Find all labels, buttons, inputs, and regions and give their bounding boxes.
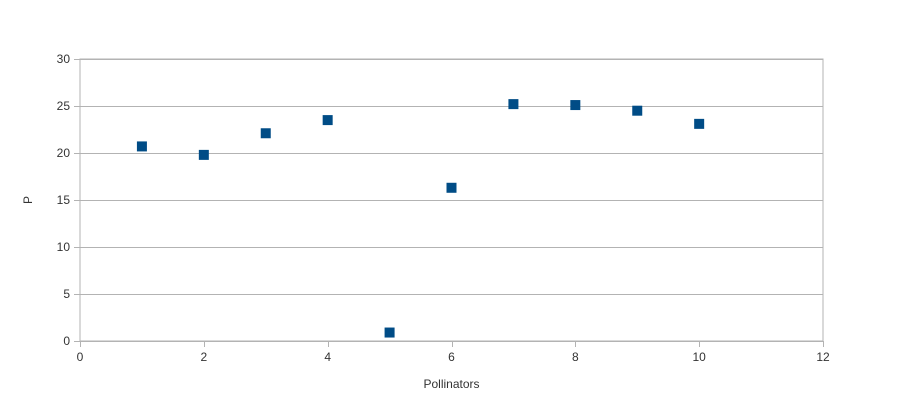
x-tick-label: 10 [692, 350, 706, 364]
y-tick-label: 15 [57, 193, 71, 207]
x-tick-label: 0 [77, 350, 84, 364]
y-tick-label: 10 [57, 240, 71, 254]
data-point [570, 100, 581, 111]
y-tick-label: 5 [63, 287, 70, 301]
y-axis-title: P [21, 196, 35, 204]
data-points [136, 99, 705, 338]
y-tick-label: 0 [63, 334, 70, 348]
data-point [632, 105, 643, 116]
data-point [136, 141, 147, 152]
x-tick-label: 12 [816, 350, 830, 364]
y-tick-label: 20 [57, 146, 71, 160]
data-point [322, 115, 333, 126]
x-tick-label: 4 [324, 350, 331, 364]
plot-area-frame [79, 58, 824, 342]
y-tick-label: 30 [57, 52, 71, 66]
data-point [694, 118, 705, 129]
x-axis-title: Pollinators [423, 377, 479, 391]
grid-lines [74, 59, 823, 342]
data-point [508, 99, 519, 110]
y-tick-label: 25 [57, 99, 71, 113]
data-point [446, 182, 457, 193]
x-axis-ticks: 0 2 4 6 8 10 12 [77, 341, 830, 364]
data-point [260, 128, 271, 139]
data-point [198, 149, 209, 160]
x-tick-label: 6 [448, 350, 455, 364]
x-tick-label: 2 [200, 350, 207, 364]
data-point [384, 327, 395, 338]
y-axis-ticks: 0 5 10 15 20 25 30 [57, 52, 71, 348]
x-tick-label: 8 [572, 350, 579, 364]
